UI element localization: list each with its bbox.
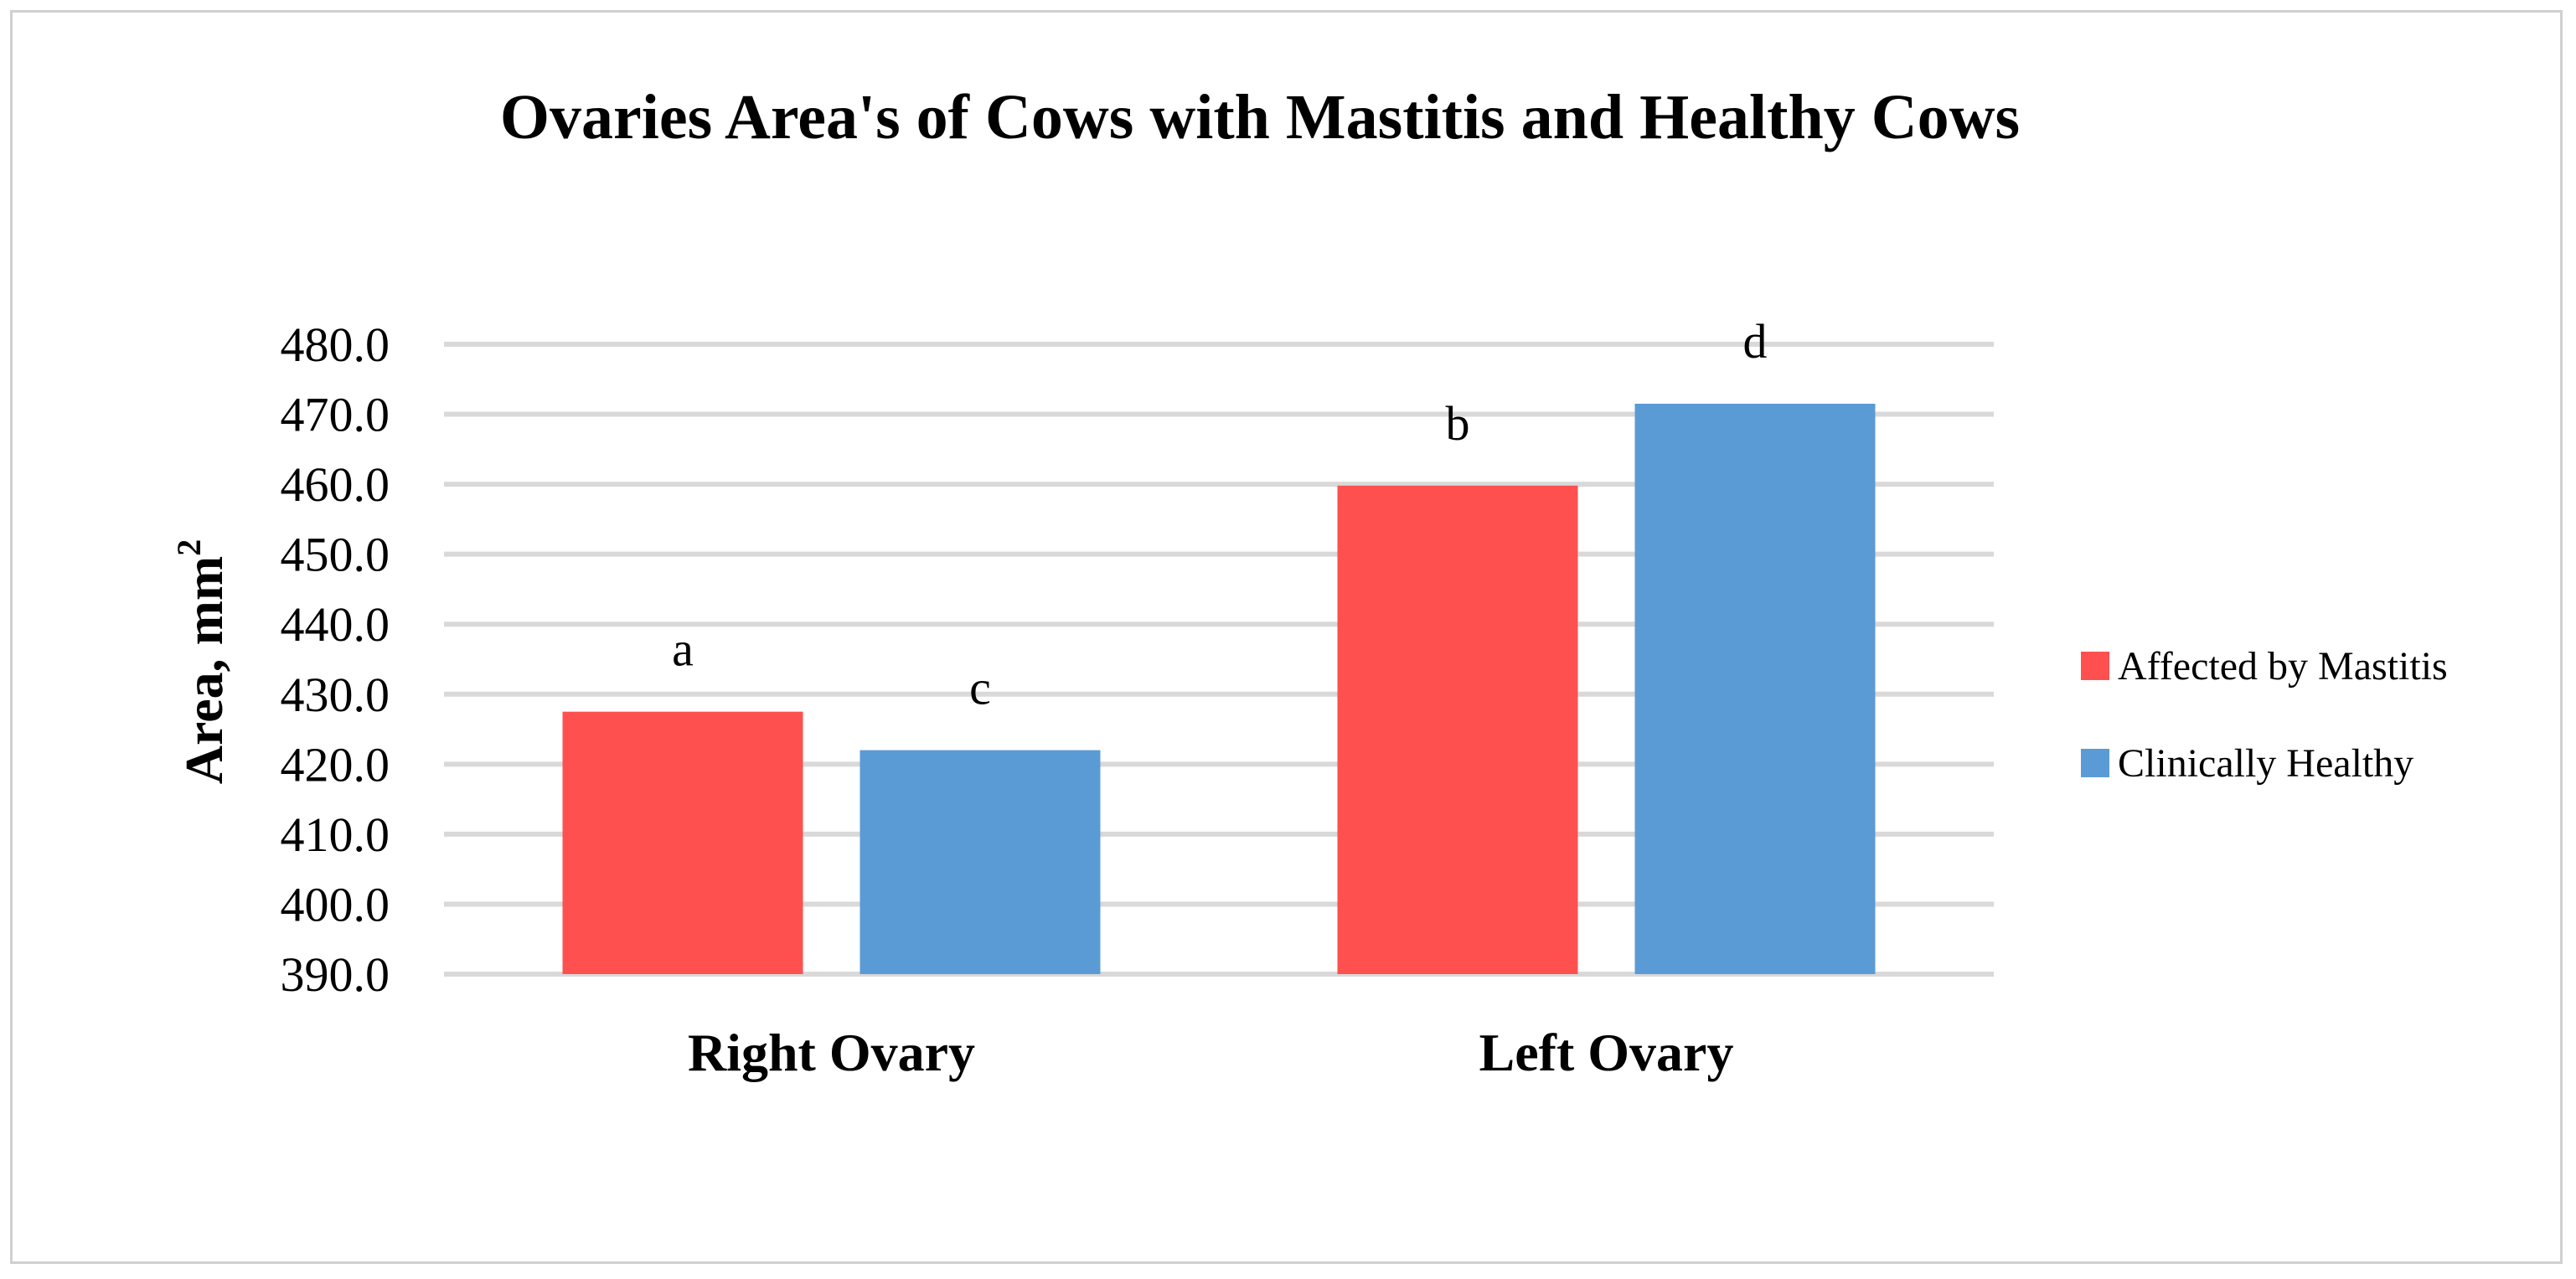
- y-axis-ticks: 390.0 400.0 410.0 420.0 430.0 440.0 450.0 460.0…: [281, 317, 390, 1002]
- bar-clinically-healthy-right-ovary: [860, 750, 1101, 974]
- y-axis-label-superscript: 2: [170, 539, 208, 556]
- y-tick-label: 470.0: [281, 388, 390, 442]
- legend-swatch: [2081, 749, 2109, 777]
- x-category-label: Left Ovary: [1479, 1023, 1734, 1082]
- legend: Affected by Mastitis Clinically Healthy: [2081, 644, 2448, 786]
- data-label: a: [672, 622, 694, 677]
- y-tick-label: 480.0: [281, 317, 390, 372]
- bar-affected-by-mastitis-left-ovary: [1337, 485, 1578, 974]
- y-tick-label: 420.0: [281, 737, 390, 792]
- data-label: d: [1743, 314, 1768, 369]
- bar-clinically-healthy-left-ovary: [1634, 404, 1876, 974]
- legend-swatch: [2081, 652, 2109, 680]
- legend-label: Clinically Healthy: [2118, 741, 2413, 786]
- x-category-label: Right Ovary: [688, 1023, 975, 1082]
- y-tick-label: 460.0: [281, 457, 390, 512]
- data-label: c: [969, 661, 991, 715]
- y-tick-label: 440.0: [281, 597, 390, 652]
- x-axis-categories: Right Ovary Left Ovary: [688, 1023, 1734, 1082]
- data-label: b: [1446, 396, 1470, 451]
- legend-label: Affected by Mastitis: [2118, 644, 2448, 688]
- y-tick-label: 400.0: [281, 877, 390, 931]
- y-axis-label-text: Area, mm: [174, 556, 234, 785]
- y-tick-label: 450.0: [281, 528, 390, 582]
- y-axis-label: Area, mm2: [170, 539, 234, 785]
- data-labels: a c b d: [672, 314, 1767, 715]
- chart-title: Ovaries Area's of Cows with Mastitis and…: [500, 82, 2020, 152]
- bar-affected-by-mastitis-right-ovary: [562, 711, 803, 974]
- bars: [562, 404, 1876, 974]
- y-tick-label: 390.0: [281, 947, 390, 1002]
- y-tick-label: 410.0: [281, 807, 390, 862]
- chart-frame: [10, 10, 2563, 1264]
- y-tick-label: 430.0: [281, 668, 390, 722]
